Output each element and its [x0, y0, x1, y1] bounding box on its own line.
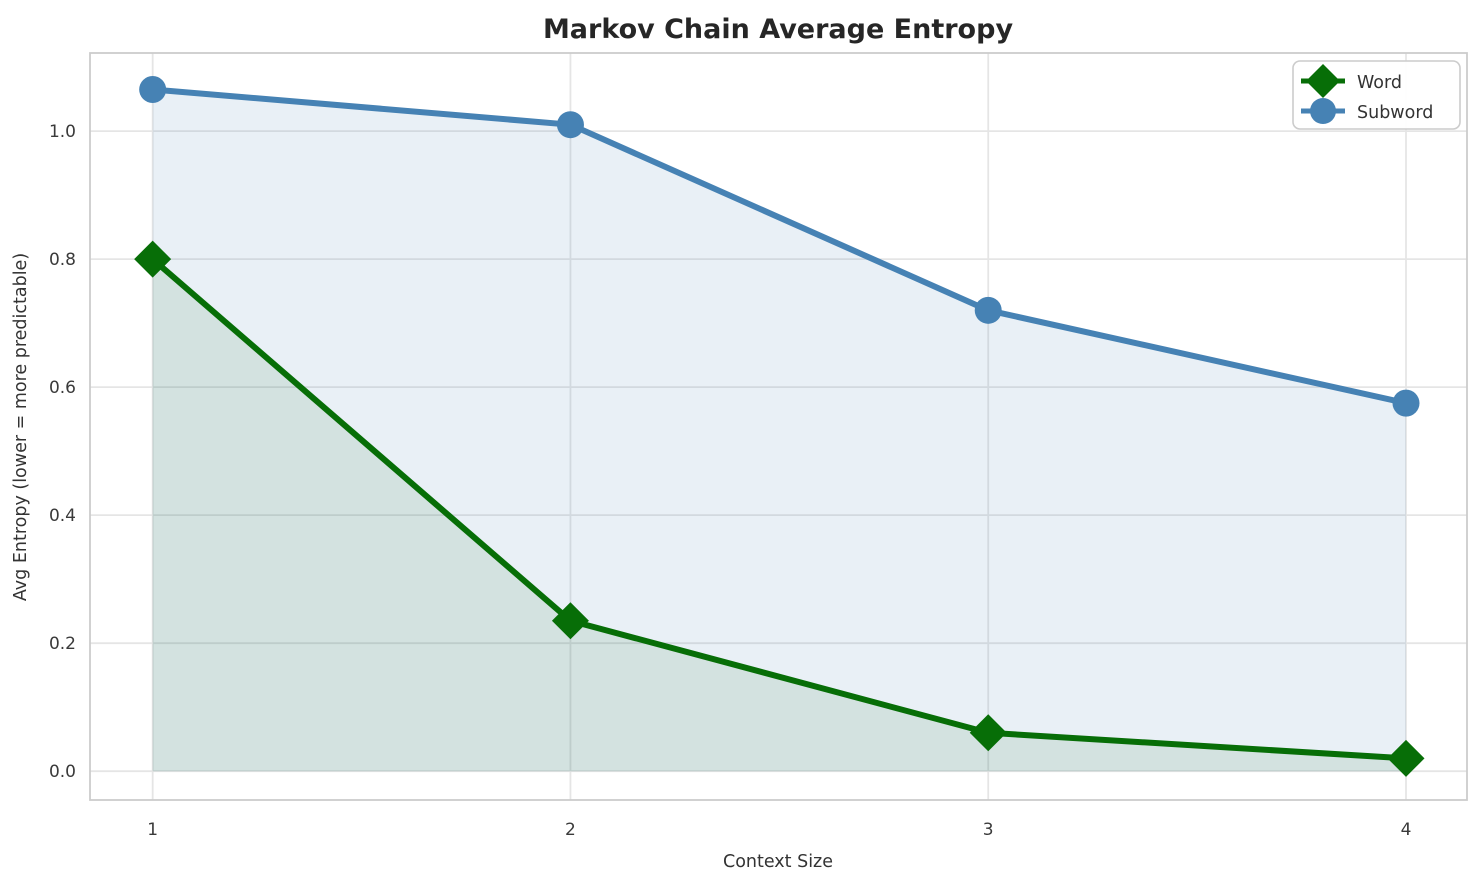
word-marker	[134, 240, 172, 278]
word-line	[149, 256, 1410, 762]
x-tick-label: 4	[1401, 820, 1412, 840]
legend-item-subword: Subword	[1301, 98, 1433, 124]
plot-area: 0.0 0.2 0.4 0.6 0.8 1.0 1 2 3 4	[49, 52, 1468, 840]
subword-marker	[556, 111, 584, 139]
subword-marker	[974, 296, 1002, 324]
subword-line	[149, 86, 1410, 407]
word-marker	[551, 602, 589, 640]
legend: Word Subword	[1292, 60, 1461, 130]
y-tick-label: 0.2	[49, 634, 76, 654]
legend-item-word: Word	[1301, 64, 1402, 98]
legend-label-subword: Subword	[1357, 103, 1433, 123]
word-area-fill	[152, 259, 1407, 772]
y-tick-label: 1.0	[49, 122, 76, 142]
x-tick-label: 1	[147, 820, 158, 840]
subword-area-fill	[152, 89, 1407, 772]
x-tick-label: 2	[565, 820, 576, 840]
y-tick-label: 0.4	[49, 506, 76, 526]
y-axis-label: Avg Entropy (lower = more predictable)	[11, 253, 31, 601]
y-tick-label: 0.6	[49, 378, 76, 398]
subword-marker	[139, 75, 167, 103]
y-tick-label: 0.8	[49, 250, 76, 270]
plot-border	[89, 52, 1468, 801]
subword-marker	[1392, 389, 1420, 417]
x-axis-label: Context Size	[723, 852, 833, 872]
diamond-marker-icon	[1306, 64, 1340, 98]
y-tick-label: 0.0	[49, 762, 76, 782]
word-marker	[1387, 739, 1425, 777]
legend-label-word: Word	[1357, 73, 1402, 93]
word-marker	[969, 714, 1007, 752]
x-tick-label: 3	[983, 820, 994, 840]
chart-title: Markov Chain Average Entropy	[543, 14, 1014, 45]
circle-marker-icon	[1310, 98, 1336, 124]
